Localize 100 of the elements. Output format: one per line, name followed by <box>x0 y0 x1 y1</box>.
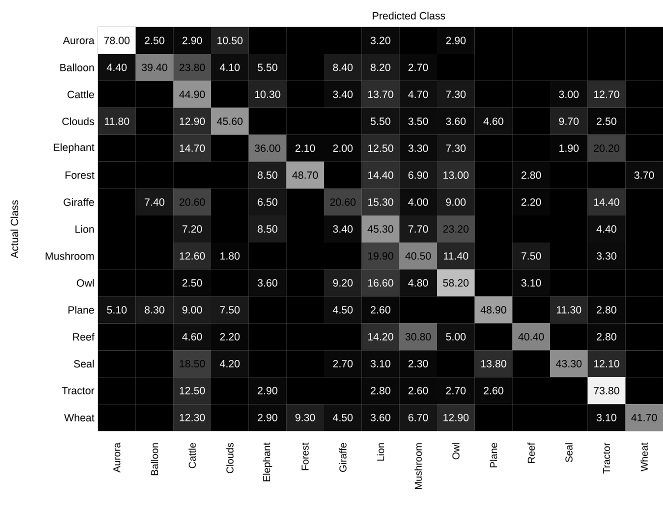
data-label: 4.20 <box>220 360 240 368</box>
y-tick-label: Seal <box>74 360 94 368</box>
data-label: 6.90 <box>408 171 428 179</box>
data-label: 12.10 <box>594 360 620 368</box>
data-label: 10.30 <box>255 90 280 98</box>
data-label: 20.20 <box>594 144 620 152</box>
data-label: 3.00 <box>559 90 579 98</box>
data-label: 8.40 <box>333 64 353 72</box>
data-label: 4.70 <box>408 90 428 98</box>
data-label: 15.30 <box>368 198 394 206</box>
data-label: 12.30 <box>180 414 205 422</box>
data-label: 78.00 <box>104 36 130 44</box>
x-tick-label: Clouds <box>226 442 234 474</box>
x-tick-label: Reef <box>527 442 535 463</box>
y-tick-label: Elephant <box>54 143 94 154</box>
data-label: 2.70 <box>446 386 466 394</box>
data-label: 8.20 <box>370 64 390 72</box>
data-label: 48.90 <box>480 306 506 314</box>
x-tick-label: Tractor <box>603 442 610 474</box>
data-label: 18.50 <box>180 360 205 368</box>
y-tick-label: Balloon <box>60 64 94 72</box>
data-label: 12.90 <box>180 118 205 125</box>
data-label: 11.40 <box>444 252 468 260</box>
data-label: 12.90 <box>444 414 469 422</box>
data-label: 4.10 <box>220 64 240 72</box>
data-label: 2.50 <box>182 279 202 287</box>
y-tick-label: Forest <box>66 171 94 179</box>
data-label: 2.50 <box>596 118 616 125</box>
data-label: 6.50 <box>258 198 278 206</box>
data-label: 9.20 <box>333 279 353 287</box>
data-label: 8.50 <box>258 171 278 179</box>
data-label: 3.30 <box>596 252 616 260</box>
data-label: 16.60 <box>368 279 394 287</box>
data-label: 3.50 <box>408 118 428 125</box>
data-label: 7.20 <box>182 225 202 233</box>
data-label: 30.80 <box>405 333 431 340</box>
data-label: 6.70 <box>408 414 428 422</box>
data-label: 48.70 <box>292 171 318 179</box>
y-tick-label: Plane <box>68 306 94 314</box>
data-label: 44.90 <box>179 90 205 98</box>
data-label: 2.50 <box>144 36 164 44</box>
data-label: 3.60 <box>446 118 466 125</box>
x-tick-label: Seal <box>565 443 573 462</box>
data-label: 14.40 <box>368 171 394 179</box>
data-label: 11.30 <box>556 306 582 314</box>
data-label: 7.50 <box>521 252 541 260</box>
data-label: 2.80 <box>596 333 616 340</box>
x-tick-label: Plane <box>490 443 498 468</box>
y-tick-label: Tractor <box>62 386 94 394</box>
data-label: 2.90 <box>182 36 202 44</box>
data-label: 4.60 <box>182 333 202 340</box>
data-label: 7.70 <box>408 225 428 233</box>
data-label: 2.70 <box>333 360 353 368</box>
data-label: 3.60 <box>258 279 278 287</box>
data-label: 43.30 <box>556 360 582 368</box>
data-label: 14.20 <box>368 333 394 340</box>
data-label: 3.10 <box>521 279 541 287</box>
data-label: 20.60 <box>180 198 205 206</box>
y-tick-label: Reef <box>73 332 94 341</box>
data-label: 4.60 <box>484 118 504 125</box>
data-label: 23.20 <box>443 225 469 233</box>
x-tick-label: Elephant <box>262 442 272 482</box>
data-label: 2.80 <box>596 306 616 314</box>
data-label: 5.50 <box>258 64 278 72</box>
y-axis-title: Actual Class <box>10 200 18 258</box>
data-label: 7.30 <box>446 90 466 98</box>
data-label: 39.40 <box>142 64 168 72</box>
data-label: 40.40 <box>518 333 544 340</box>
x-tick-label: Balloon <box>150 443 158 476</box>
data-label: 9.30 <box>295 414 315 422</box>
x-axis-title: Predicted Class <box>372 12 446 20</box>
y-tick-label: Cattle <box>68 90 94 98</box>
data-label: 23.80 <box>180 64 205 72</box>
data-label: 4.50 <box>332 414 353 422</box>
data-label: 9.00 <box>182 306 202 314</box>
data-label: 1.80 <box>220 252 240 260</box>
data-label: 2.90 <box>258 414 278 422</box>
data-label: 12.50 <box>368 144 394 152</box>
data-label: 2.20 <box>521 198 541 206</box>
y-tick-label: Aurora <box>62 36 94 44</box>
data-label: 12.50 <box>180 386 205 394</box>
data-label: 4.40 <box>106 64 127 72</box>
data-label: 5.10 <box>107 306 127 314</box>
x-tick-label: Giraffe <box>339 442 347 472</box>
data-label: 41.70 <box>631 414 657 422</box>
data-label: 5.50 <box>370 118 390 125</box>
data-label: 7.50 <box>220 306 240 314</box>
data-label: 8.30 <box>144 306 164 314</box>
data-label: 58.20 <box>443 279 469 287</box>
x-tick-label: Cattle <box>188 442 196 468</box>
y-tick-label: Owl <box>76 279 94 287</box>
data-label: 3.10 <box>370 360 390 368</box>
data-label: 14.40 <box>594 198 620 206</box>
data-label: 7.30 <box>446 144 466 152</box>
data-label: 20.60 <box>330 198 356 206</box>
data-label: 3.10 <box>596 414 616 422</box>
data-label: 9.70 <box>559 118 579 125</box>
data-label: 13.70 <box>368 90 394 98</box>
data-label: 2.60 <box>370 306 390 314</box>
data-label: 2.30 <box>408 360 428 368</box>
